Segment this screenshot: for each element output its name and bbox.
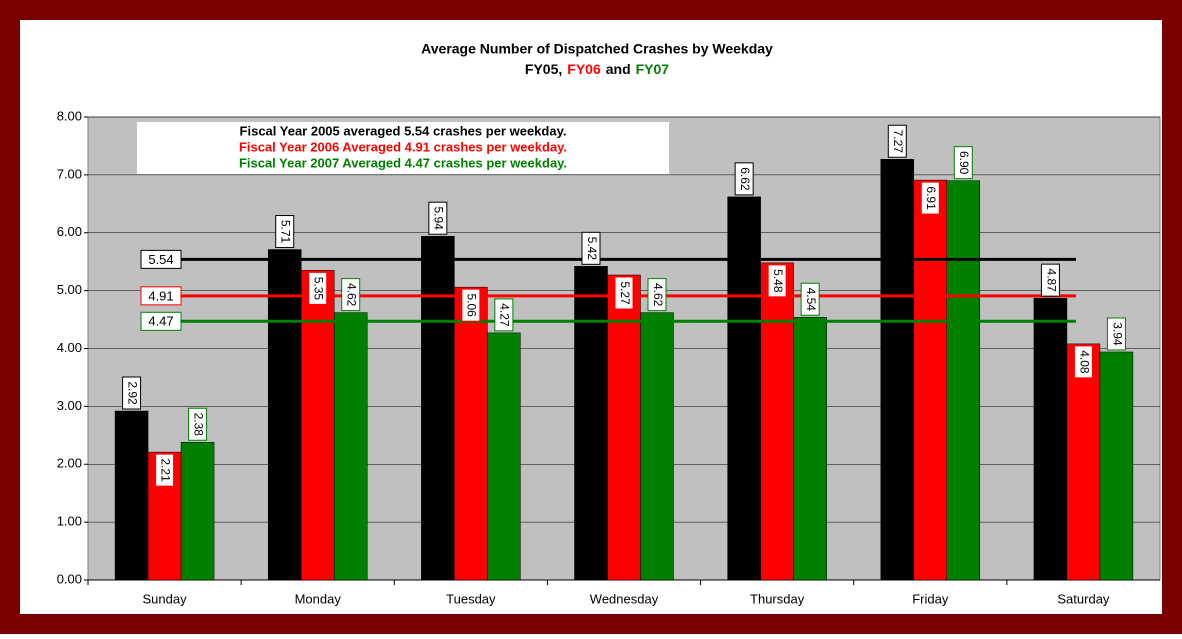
data-label: 6.91 (924, 186, 938, 210)
data-label: 4.87 (1044, 268, 1058, 292)
bar (180, 442, 215, 581)
data-label-box (581, 231, 601, 265)
annotation-box (137, 122, 669, 174)
data-label: 5.42 (585, 237, 599, 261)
subtitle-part: FY07 (636, 61, 670, 77)
bar (487, 332, 521, 581)
data-label: 4.62 (651, 283, 665, 307)
bar (793, 316, 827, 581)
data-label: 5.71 (279, 220, 293, 244)
data-label: 2.92 (125, 381, 139, 405)
data-label-box (767, 264, 787, 298)
data-label: 4.54 (804, 288, 818, 312)
subtitle-part: FY05, (525, 61, 562, 77)
bar (946, 180, 981, 581)
bar (1033, 297, 1068, 581)
y-tick-label: 8.00 (57, 108, 82, 123)
data-label-box (734, 162, 754, 196)
data-label-box (1040, 263, 1060, 297)
data-label-box (953, 146, 973, 180)
data-label-box (647, 278, 667, 312)
x-tick-label: Monday (295, 591, 342, 606)
bar (1066, 343, 1101, 581)
annotation: Fiscal Year 2005 averaged 5.54 crashes p… (240, 123, 567, 138)
data-label: 6.62 (738, 167, 752, 191)
y-tick-label: 0.00 (57, 571, 82, 586)
bar (333, 312, 368, 581)
x-tick-label: Saturday (1057, 591, 1110, 606)
average-label-box (140, 311, 182, 331)
data-label-box (800, 282, 820, 316)
bar (607, 274, 641, 581)
bar (267, 249, 302, 581)
chart-subtitle: FY05, FY06 and FY07 (525, 61, 669, 77)
y-tick-label: 4.00 (57, 340, 82, 355)
data-label-box (188, 407, 208, 441)
data-label-box (494, 298, 514, 332)
y-tick-label: 7.00 (57, 166, 82, 181)
data-label-box (341, 278, 361, 312)
bar (640, 312, 674, 581)
bar (760, 262, 794, 581)
subtitle-part: and (606, 61, 631, 77)
average-label: 5.54 (148, 252, 173, 267)
data-label-box (614, 276, 634, 310)
bar (454, 286, 488, 581)
average-label: 4.91 (148, 288, 173, 303)
x-tick-label: Thursday (750, 591, 805, 606)
bar (1099, 351, 1134, 581)
data-label: 2.38 (191, 413, 205, 437)
subtitle-part: FY06 (567, 61, 601, 77)
data-label: 7.27 (891, 130, 905, 154)
x-tick-label: Friday (912, 591, 949, 606)
average-label-box (140, 286, 182, 306)
average-label-box (140, 249, 182, 269)
data-label: 5.27 (618, 281, 632, 305)
data-label: 2.21 (158, 458, 172, 482)
data-label: 4.62 (345, 283, 359, 307)
x-tick-label: Tuesday (446, 591, 496, 606)
average-label: 4.47 (148, 314, 173, 329)
bar (727, 196, 761, 581)
data-label-box (920, 181, 940, 215)
data-label-box (122, 376, 142, 410)
data-label: 5.35 (312, 277, 326, 301)
data-label-box (1073, 345, 1093, 379)
y-tick-label: 6.00 (57, 224, 82, 239)
data-label-box (1106, 317, 1126, 351)
data-label: 4.27 (498, 303, 512, 327)
annotation: Fiscal Year 2006 Averaged 4.91 crashes p… (239, 139, 567, 154)
y-tick-label: 3.00 (57, 398, 82, 413)
data-label-box (155, 453, 175, 487)
bar (300, 270, 335, 581)
annotation: Fiscal Year 2007 Averaged 4.47 crashes p… (239, 155, 567, 170)
data-label-box (461, 288, 481, 322)
data-label: 4.08 (1077, 350, 1091, 374)
bar (421, 235, 455, 581)
x-tick-label: Wednesday (590, 591, 659, 606)
data-label: 5.06 (465, 293, 479, 317)
data-label: 5.48 (771, 269, 785, 293)
y-tick-label: 1.00 (57, 514, 82, 529)
data-label: 5.94 (432, 207, 446, 231)
data-label-box (275, 215, 295, 249)
y-tick-label: 2.00 (57, 456, 82, 471)
x-tick-label: Sunday (143, 591, 188, 606)
bar (880, 158, 915, 581)
y-tick-label: 5.00 (57, 282, 82, 297)
data-label-box (428, 201, 448, 235)
bar (114, 410, 149, 581)
data-label-box (308, 271, 328, 305)
bar (913, 179, 948, 581)
data-label: 3.94 (1110, 322, 1124, 346)
bar (574, 266, 608, 581)
data-label-box (887, 124, 907, 158)
data-label: 6.90 (957, 151, 971, 175)
chart-title: Average Number of Dispatched Crashes by … (421, 41, 773, 57)
